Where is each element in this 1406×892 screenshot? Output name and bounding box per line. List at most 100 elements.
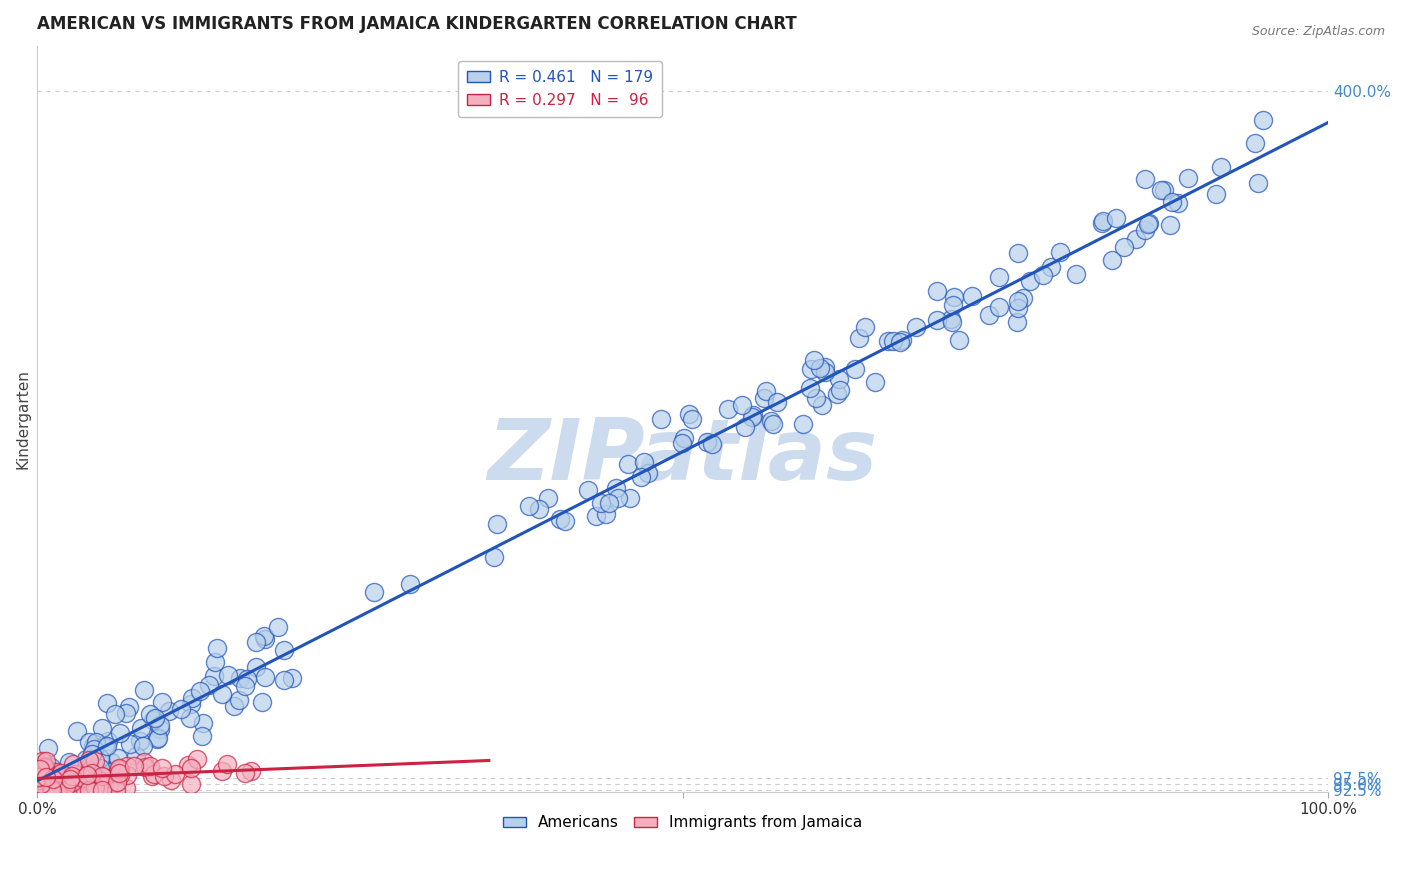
Point [39,759,62,773]
Point [83,754,105,768]
Point [943,290,966,304]
Point [253,670,276,684]
Point [211,764,233,778]
Point [1092,214,1115,228]
Point [37,768,59,782]
Point [1064,267,1087,281]
Point [90,721,112,735]
Point [190,684,212,698]
Point [988,270,1011,285]
Point [58,756,80,770]
Point [27,761,49,775]
Point [84,780,107,794]
Point [63,782,86,797]
Point [84,735,107,749]
Point [1105,211,1128,225]
Point [228,693,250,707]
Point [79,770,101,784]
Point [41,784,63,798]
Point [637,467,659,481]
Point [179,711,201,725]
Point [180,761,202,775]
Point [181,690,204,705]
Point [42,764,65,779]
Point [792,417,814,431]
Point [217,757,239,772]
Point [803,353,825,368]
Point [77,753,100,767]
Point [129,734,152,748]
Point [100,756,122,770]
Point [548,512,571,526]
Point [207,641,229,656]
Point [107,765,129,780]
Point [41,771,63,785]
Point [633,454,655,468]
Point [202,669,225,683]
Y-axis label: Kindergarten: Kindergarten [15,369,30,469]
Point [77,782,100,797]
Point [124,759,146,773]
Point [27,770,49,784]
Point [1007,293,1029,308]
Text: ZIPatlas: ZIPatlas [488,415,877,498]
Point [139,707,162,722]
Point [87,773,110,788]
Point [80,750,103,764]
Point [35,754,58,768]
Point [142,713,165,727]
Point [761,414,783,428]
Point [107,761,129,775]
Point [1012,291,1035,305]
Point [617,457,640,471]
Point [41,782,63,797]
Point [1049,244,1071,259]
Point [150,695,173,709]
Point [1251,112,1274,127]
Point [734,419,756,434]
Point [27,764,49,779]
Point [49,784,72,798]
Point [31,754,53,768]
Point [89,751,111,765]
Point [82,739,104,754]
Point [100,764,122,779]
Point [517,500,540,514]
Point [143,711,166,725]
Point [105,775,128,789]
Point [1136,217,1159,231]
Point [31,777,53,791]
Point [554,514,576,528]
Point [169,702,191,716]
Point [245,660,267,674]
Point [254,632,277,647]
Point [186,752,208,766]
Point [630,469,652,483]
Point [37,775,59,789]
Point [27,762,49,776]
Point [233,765,256,780]
Point [180,697,202,711]
Point [1150,183,1173,197]
Point [830,383,852,397]
Point [1007,301,1029,316]
Point [77,765,100,780]
Point [91,770,114,784]
Point [28,768,51,782]
Point [808,360,831,375]
Point [825,387,848,401]
Point [82,747,104,761]
Point [97,733,120,747]
Legend: Americans, Immigrants from Jamaica: Americans, Immigrants from Jamaica [496,809,869,837]
Point [28,758,51,772]
Point [828,371,851,385]
Point [988,300,1011,314]
Point [927,313,949,327]
Point [42,772,65,786]
Point [363,584,385,599]
Point [73,782,96,797]
Point [1032,268,1054,282]
Point [94,740,117,755]
Point [115,780,138,795]
Point [1125,232,1147,246]
